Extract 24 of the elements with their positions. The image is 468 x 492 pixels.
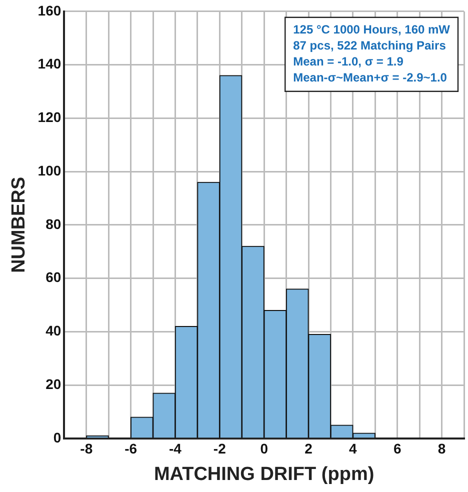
y-axis-title: NUMBERS — [8, 176, 30, 273]
annotation: Mean = -1.0, σ = 1.9 — [293, 54, 404, 69]
y-tick-label: 40 — [46, 322, 62, 339]
x-tick-label: -8 — [80, 440, 93, 457]
y-tick-label: 140 — [38, 56, 62, 72]
y-tick-label: 20 — [46, 376, 62, 392]
y-tick-label: 0 — [53, 429, 62, 446]
x-tick-label: 8 — [438, 440, 446, 457]
x-tick-label: 6 — [393, 440, 402, 457]
y-tick-label: 60 — [46, 269, 62, 286]
y-tick-label: 80 — [46, 216, 62, 232]
y-tick-label: 100 — [38, 162, 62, 178]
x-tick-label: -2 — [213, 440, 226, 457]
x-tick-label: -4 — [169, 440, 182, 457]
y-tick-label: 120 — [38, 109, 62, 126]
annotation: 87 pcs, 522 Matching Pairs — [293, 38, 446, 53]
y-tick-label: 160 — [38, 2, 62, 18]
x-tick-label: 0 — [260, 440, 268, 457]
x-tick-label: 4 — [349, 440, 358, 457]
x-tick-label: 2 — [304, 440, 313, 457]
x-axis-title: MATCHING DRIFT (ppm) — [154, 464, 374, 485]
annotation: 125 °C 1000 Hours, 160 mW — [293, 22, 451, 37]
annotation: Mean-σ~Mean+σ = -2.9~1.0 — [293, 70, 448, 85]
x-tick-label: -6 — [124, 440, 138, 457]
